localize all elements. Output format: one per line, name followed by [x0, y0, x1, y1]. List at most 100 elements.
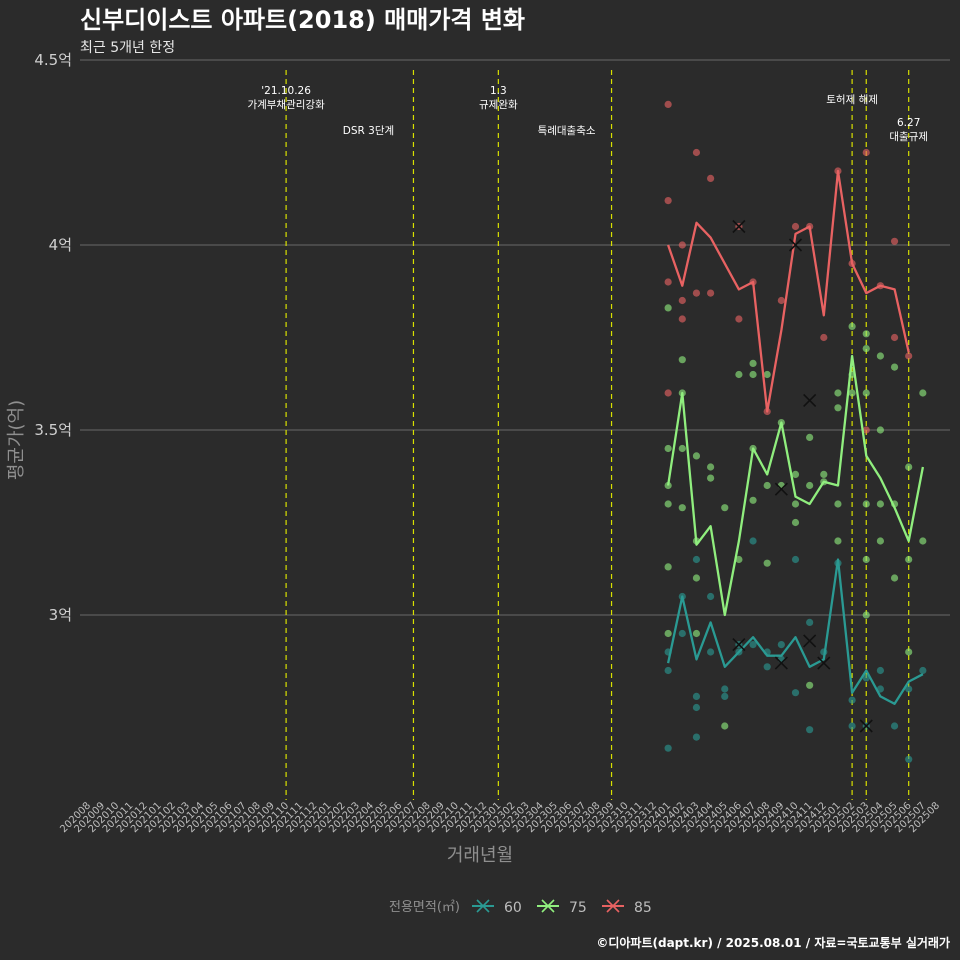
legend-item-60: 60: [472, 899, 522, 916]
event-label: DSR 3단계: [343, 125, 394, 137]
point-85: [791, 222, 800, 231]
point-60: [777, 641, 785, 649]
point-75: [664, 304, 672, 312]
point-60: [848, 696, 856, 704]
y-tick-label: 4.5억: [34, 51, 72, 69]
cross-mark: [803, 393, 817, 407]
point-85: [890, 333, 899, 342]
point-75: [763, 559, 771, 567]
point-75: [678, 356, 686, 364]
point-75: [664, 563, 672, 571]
point-60: [905, 755, 913, 763]
cross-markers: [732, 219, 873, 733]
x-axis-ticks: 2020082020092020102020112020122021012021…: [58, 800, 942, 835]
event-label: 1.3 규제완화: [479, 85, 518, 111]
point-75: [905, 463, 913, 471]
point-75: [834, 389, 842, 397]
cross-85: [788, 238, 803, 252]
point-75: [806, 481, 814, 490]
point-85: [890, 237, 899, 245]
event-label: '21.10.26 가계부채관리강화: [247, 85, 325, 111]
point-85: [707, 174, 715, 182]
cross-60: [817, 656, 831, 670]
point-85: [664, 278, 672, 286]
point-85: [678, 296, 686, 305]
event-label-line: 특례대출축소: [538, 125, 596, 137]
cross-mark: [774, 482, 788, 496]
point-60: [905, 685, 913, 693]
point-75: [919, 389, 927, 397]
point-60: [692, 703, 701, 712]
point-60: [721, 692, 729, 701]
cross-mark: [732, 219, 746, 234]
point-60: [777, 655, 785, 664]
point-75: [791, 500, 800, 508]
point-85: [664, 389, 672, 397]
point-85: [692, 289, 701, 297]
cross-60: [859, 719, 873, 733]
point-75: [763, 481, 771, 490]
point-75: [834, 537, 842, 545]
point-75: [890, 363, 899, 371]
point-75: [678, 444, 686, 453]
point-75: [721, 722, 729, 730]
cross-60: [774, 656, 788, 670]
cross-mark: [803, 634, 817, 648]
point-75: [806, 433, 814, 441]
point-75: [806, 681, 814, 689]
y-tick-label: 4억: [49, 236, 72, 254]
point-75: [707, 474, 715, 482]
chart-title: 신부디이스트 아파트(2018) 매매가격 변화: [80, 6, 525, 34]
point-75: [763, 370, 771, 379]
event-label-line: 토허제 해제: [826, 93, 878, 106]
point-60: [890, 722, 899, 730]
cross-mark: [788, 238, 803, 252]
point-75: [905, 648, 913, 656]
event-label: 토허제 해제: [826, 93, 878, 106]
point-75: [905, 555, 913, 564]
event-label-line: 가계부채관리강화: [247, 99, 325, 111]
point-75: [876, 500, 885, 508]
point-85: [862, 148, 870, 157]
legend-label: 75: [569, 900, 587, 916]
point-75: [664, 629, 672, 638]
point-75: [876, 352, 885, 360]
caption: ©디아파트(dapt.kr) / 2025.08.01 / 자료=국토교통부 실…: [596, 935, 950, 950]
point-60: [763, 663, 771, 671]
point-60: [876, 666, 885, 675]
point-60: [664, 744, 672, 752]
point-75: [777, 481, 785, 490]
point-60: [806, 618, 814, 627]
point-85: [735, 315, 743, 323]
point-75: [862, 330, 870, 338]
point-75: [862, 345, 870, 353]
point-75: [848, 389, 856, 397]
point-75: [749, 359, 757, 367]
event-label-line: 1.3: [490, 85, 507, 97]
legend-item-85: 85: [602, 899, 652, 916]
point-75: [749, 370, 757, 379]
event-label-line: '21.10.26: [261, 85, 311, 97]
y-tick-label: 3.5억: [34, 421, 72, 439]
y-axis-ticks: 3억 3.5억 4억 4.5억: [34, 51, 72, 624]
point-75: [820, 470, 828, 478]
cross-mark: [859, 719, 873, 733]
series-lines: [666, 169, 925, 705]
point-60: [806, 726, 814, 734]
point-85: [678, 315, 686, 323]
cross-mark: [774, 656, 788, 670]
cross-75: [774, 482, 788, 496]
legend-cross-icon: [476, 899, 490, 913]
cross-85: [732, 219, 746, 234]
x-axis-title: 거래년월: [447, 845, 513, 866]
point-85: [692, 148, 701, 157]
point-75: [862, 611, 870, 619]
point-85: [862, 426, 870, 434]
legend-title: 전용면적(㎡): [389, 900, 460, 915]
point-75: [848, 322, 856, 330]
point-75: [749, 496, 757, 504]
point-75: [678, 504, 686, 512]
point-85: [820, 333, 828, 342]
point-75: [692, 452, 701, 460]
